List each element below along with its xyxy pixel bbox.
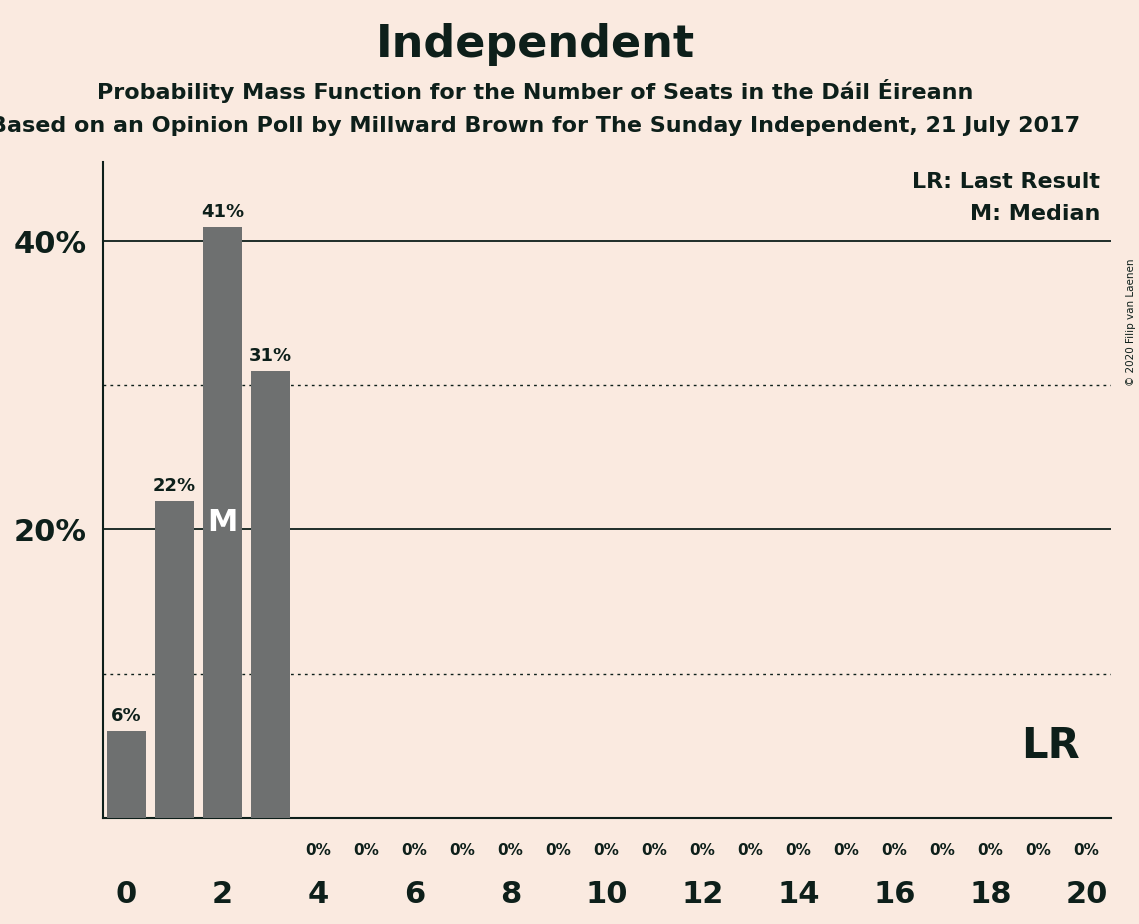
Text: LR: LR [1022,724,1080,767]
Text: 0%: 0% [882,843,908,857]
Text: 0%: 0% [929,843,956,857]
Bar [252,371,289,818]
Text: 0%: 0% [977,843,1003,857]
Bar [107,731,146,818]
Text: Probability Mass Function for the Number of Seats in the Dáil Éireann: Probability Mass Function for the Number… [97,79,974,103]
Text: 0%: 0% [1025,843,1051,857]
Text: Independent: Independent [376,23,695,67]
Text: 31%: 31% [249,347,292,365]
Text: LR: Last Result: LR: Last Result [912,172,1100,191]
Text: 0%: 0% [641,843,667,857]
Text: 0%: 0% [786,843,811,857]
Bar [155,501,194,818]
Text: 0%: 0% [305,843,331,857]
Text: Based on an Opinion Poll by Millward Brown for The Sunday Independent, 21 July 2: Based on an Opinion Poll by Millward Bro… [0,116,1081,136]
Text: 6%: 6% [112,708,142,725]
Text: 41%: 41% [200,202,244,221]
Text: 0%: 0% [834,843,860,857]
Text: 0%: 0% [1074,843,1099,857]
Text: 0%: 0% [353,843,379,857]
Text: M: Median: M: Median [970,204,1100,225]
Text: © 2020 Filip van Laenen: © 2020 Filip van Laenen [1126,259,1136,386]
Text: 0%: 0% [402,843,427,857]
Text: M: M [207,507,238,537]
Text: 22%: 22% [153,477,196,494]
Text: 0%: 0% [546,843,572,857]
Text: 0%: 0% [450,843,475,857]
Text: 0%: 0% [498,843,524,857]
Text: 0%: 0% [738,843,763,857]
Text: 0%: 0% [593,843,620,857]
Bar [203,226,241,818]
Text: 0%: 0% [689,843,715,857]
